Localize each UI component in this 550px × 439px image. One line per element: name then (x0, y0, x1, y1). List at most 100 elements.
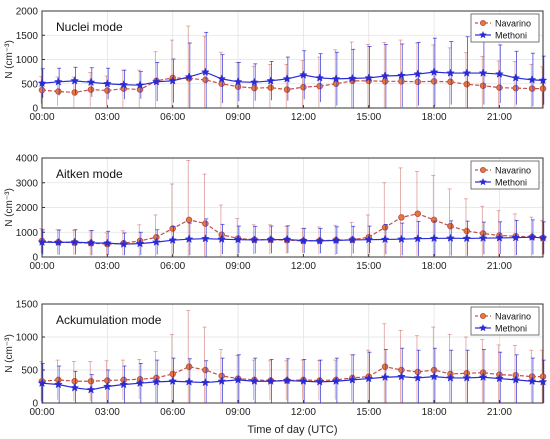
data-point (104, 87, 111, 94)
data-point (54, 237, 63, 247)
data-point (539, 85, 547, 92)
x-axis-label: Time of day (UTC) (247, 424, 337, 436)
data-point (398, 214, 405, 221)
plot-frame (41, 303, 544, 404)
x-tick-label: 00:00 (29, 407, 54, 418)
data-point (135, 239, 145, 248)
data-point (332, 80, 340, 87)
data-point (202, 220, 209, 227)
data-point (217, 376, 227, 385)
data-point (398, 78, 405, 85)
data-point (184, 234, 194, 243)
data-point (54, 77, 63, 86)
y-axis-label: N (cm⁻³) (4, 40, 15, 79)
y-tick-label: 0 (32, 104, 38, 115)
legend-box (470, 13, 540, 43)
data-point (315, 377, 325, 386)
y-axis-label: N (cm⁻³) (4, 188, 15, 227)
data-point (348, 73, 357, 83)
data-point (152, 377, 161, 386)
data-point (168, 76, 177, 85)
data-point (217, 74, 227, 83)
y-tick-label: 500 (21, 366, 38, 377)
data-point (364, 374, 374, 383)
legend: Navarino Methoni (470, 160, 540, 190)
legend-label: Methoni (495, 324, 527, 334)
x-tick-label: 09:00 (226, 407, 251, 418)
panel-title: Ackumulation mode (56, 313, 162, 327)
data-point (169, 370, 176, 378)
data-point (397, 372, 406, 381)
data-point (71, 377, 78, 385)
data-point (185, 216, 193, 224)
x-tick-label: 18:00 (422, 261, 447, 272)
x-tick-label: 06:00 (160, 261, 185, 272)
legend-label: Navarino (495, 19, 531, 29)
data-point (331, 376, 341, 385)
data-point (380, 234, 390, 244)
data-point (169, 225, 176, 232)
data-point (55, 88, 62, 95)
x-tick-label: 21:00 (487, 261, 512, 272)
legend-marker (479, 324, 487, 332)
legend-label: Navarino (495, 166, 531, 176)
data-point (447, 222, 454, 230)
series-line (41, 71, 544, 86)
data-point (103, 381, 112, 391)
data-point (413, 234, 423, 243)
panel-1: 0 500 1000 1500 2000 00:00 03:00 06:00 09:00 12:0… (4, 7, 548, 123)
x-tick-label: 00:00 (29, 261, 54, 272)
data-point (511, 73, 521, 82)
data-point (282, 74, 292, 83)
data-point (299, 376, 308, 385)
data-point (250, 77, 259, 86)
data-point (70, 237, 79, 246)
data-point (250, 235, 259, 244)
data-point (414, 78, 422, 86)
data-point (202, 76, 209, 84)
legend-label: Methoni (495, 178, 527, 188)
panel-title: Aitken mode (56, 167, 123, 181)
data-point (381, 78, 389, 85)
data-point (348, 235, 357, 244)
data-point (37, 78, 47, 87)
data-point (266, 76, 276, 85)
y-tick-label: 1500 (16, 31, 39, 42)
data-point (381, 363, 389, 370)
data-point (413, 373, 423, 382)
data-point (348, 375, 357, 384)
y-tick-label: 1500 (16, 300, 39, 311)
data-point (462, 233, 472, 243)
data-point (380, 372, 390, 381)
y-tick-label: 4000 (16, 154, 39, 165)
x-tick-label: 15:00 (356, 112, 381, 123)
data-point (86, 238, 96, 247)
x-tick-label: 21:00 (487, 407, 512, 418)
x-tick-label: 06:00 (160, 112, 185, 123)
data-point (168, 235, 177, 244)
data-point (512, 84, 520, 92)
data-point (233, 77, 243, 86)
data-point (152, 77, 161, 86)
legend-marker (479, 312, 487, 320)
panel-3: 0 500 1000 1500 00:00 03:00 06:00 09:00 12:00 15:… (4, 300, 548, 436)
data-point (380, 71, 390, 80)
data-point (299, 236, 308, 245)
data-point (184, 377, 194, 386)
data-point (71, 89, 78, 96)
legend: Navarino Methoni (470, 306, 540, 336)
data-point (315, 73, 325, 82)
series-navarino (38, 25, 547, 108)
x-tick-label: 18:00 (422, 407, 447, 418)
data-point (397, 234, 406, 243)
series-methoni (37, 218, 548, 257)
panel-title: Nuclei mode (56, 20, 123, 34)
data-point (462, 373, 472, 382)
data-point (528, 85, 536, 92)
data-point (478, 68, 488, 77)
data-point (446, 373, 455, 382)
data-point (430, 366, 438, 374)
data-point (119, 239, 128, 248)
data-point (478, 372, 488, 381)
